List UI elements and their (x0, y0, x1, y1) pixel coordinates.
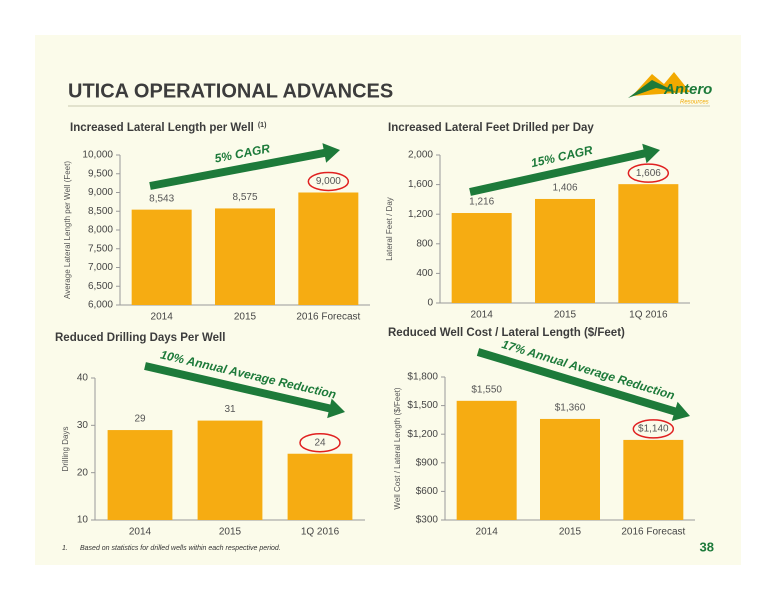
highlight-circle (632, 419, 675, 439)
y-tick-label: 10 (77, 515, 89, 526)
y-axis-label: Lateral Feet / Day (385, 197, 394, 261)
x-tick-label: 2014 (129, 527, 152, 538)
x-tick-label: 1Q 2016 (301, 527, 340, 538)
trend-arrow-shape (144, 362, 346, 419)
logo-swoosh (628, 80, 676, 98)
y-tick-label: 6,500 (88, 281, 113, 292)
y-tick-label: 800 (416, 238, 433, 249)
value-label: 1,216 (469, 197, 494, 208)
chart-title-note: (1) (258, 122, 267, 129)
highlight-circle (627, 163, 670, 183)
value-label: 24 (314, 437, 326, 448)
bar (540, 418, 600, 520)
y-tick-label: 30 (77, 420, 89, 431)
y-tick-label: 8,500 (88, 206, 113, 217)
value-label: $1,550 (471, 384, 502, 395)
y-tick-label: 6,000 (88, 300, 113, 311)
chart: Reduced Well Cost / Lateral Length ($/Fe… (388, 327, 695, 538)
y-tick-label: 20 (77, 467, 89, 478)
bar (287, 453, 353, 520)
footnote-number: 1. (62, 545, 68, 552)
bar (618, 184, 679, 303)
y-tick-label: 7,000 (88, 262, 113, 273)
chart-title: Increased Lateral Feet Drilled per Day (388, 122, 594, 134)
footnote: Based on statistics for drilled wells wi… (80, 545, 281, 552)
bar (131, 209, 192, 305)
y-tick-label: 1,200 (408, 209, 433, 220)
y-tick-label: 1,600 (408, 179, 433, 190)
y-tick-label: $1,200 (407, 429, 438, 440)
y-tick-label: 10,000 (82, 150, 113, 161)
y-tick-label: 7,500 (88, 243, 113, 254)
chart: Increased Lateral Feet Drilled per Day La… (385, 122, 690, 321)
page-number: 38 (700, 539, 714, 554)
bar (215, 208, 275, 305)
x-tick-label: 2014 (476, 527, 499, 538)
y-tick-label: 8,000 (88, 225, 113, 236)
value-label: 1,406 (552, 183, 577, 194)
chart-title: Reduced Drilling Days Per Well (55, 332, 225, 344)
bar (535, 198, 595, 303)
slide-title: UTICA OPERATIONAL ADVANCES (68, 80, 393, 102)
logo-name: Antero (663, 81, 712, 98)
y-tick-label: 400 (416, 268, 433, 279)
bar (623, 439, 684, 520)
y-tick-label: $300 (416, 515, 439, 526)
y-tick-label: 0 (427, 298, 433, 309)
y-tick-label: $900 (416, 457, 439, 468)
chart-title: Increased Lateral Length per Well (70, 122, 254, 134)
chart-title: Reduced Well Cost / Lateral Length ($/Fe… (388, 327, 625, 339)
value-label: $1,140 (638, 424, 669, 435)
y-tick-label: $1,800 (407, 372, 438, 383)
x-tick-label: 2014 (471, 310, 494, 321)
logo-sub: Resources (680, 100, 709, 106)
trend-arrow-shape (469, 143, 661, 196)
x-tick-label: 2016 Forecast (296, 312, 360, 323)
y-tick-label: 9,500 (88, 168, 113, 179)
value-label: 1,606 (636, 168, 661, 179)
highlight-circle (299, 432, 341, 453)
value-label: 29 (134, 414, 146, 425)
trend-arrow-shape (476, 348, 690, 421)
logo: Antero Resources (628, 72, 712, 106)
value-label: 31 (224, 404, 236, 415)
y-tick-label: 9,000 (88, 187, 113, 198)
y-tick-label: 2,000 (408, 150, 433, 161)
bar (298, 192, 359, 305)
y-axis-label: Well Cost / Lateral Length ($/Feet) (393, 387, 402, 509)
x-tick-label: 2015 (234, 312, 257, 323)
bar (107, 430, 173, 520)
value-label: 9,000 (316, 176, 341, 187)
x-tick-label: 1Q 2016 (629, 310, 668, 321)
x-tick-label: 2015 (219, 527, 242, 538)
trend-arrow-shape (149, 143, 340, 190)
highlight-circle (307, 171, 350, 192)
value-label: 8,575 (232, 192, 257, 203)
y-tick-label: $600 (416, 486, 439, 497)
x-tick-label: 2015 (554, 310, 577, 321)
value-label: 8,543 (149, 193, 174, 204)
bar (197, 420, 263, 520)
x-tick-label: 2014 (151, 312, 174, 323)
chart: Increased Lateral Length per Well (1) Aver… (63, 122, 370, 323)
y-tick-label: $1,500 (407, 400, 438, 411)
y-axis-label: Drilling Days (61, 427, 70, 472)
value-label: $1,360 (555, 403, 586, 414)
bar (456, 400, 517, 520)
y-axis-label: Average Lateral Length per Well (Feet) (63, 161, 72, 299)
bar (451, 213, 512, 303)
y-tick-label: 40 (77, 373, 89, 384)
x-tick-label: 2015 (559, 527, 582, 538)
x-tick-label: 2016 Forecast (621, 527, 685, 538)
